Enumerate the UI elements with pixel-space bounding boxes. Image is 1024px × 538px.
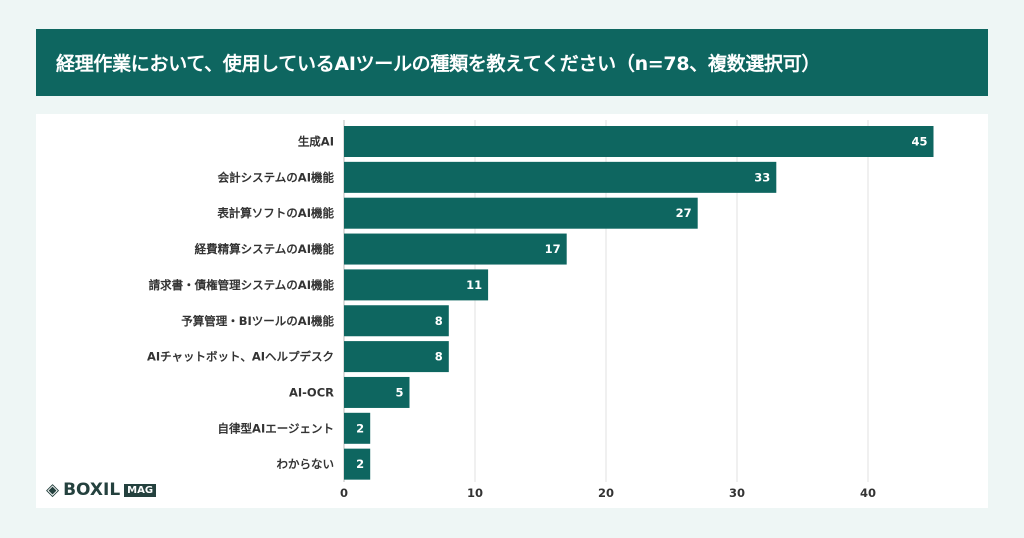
category-label: 予算管理・BIツールのAI機能 <box>181 314 334 328</box>
logo-brand: BOXIL <box>63 480 121 500</box>
logo-sub: MAG <box>124 483 157 497</box>
bar <box>344 448 371 480</box>
category-label: AI-OCR <box>289 385 334 399</box>
value-label: 2 <box>356 421 364 435</box>
bar <box>344 305 449 337</box>
x-tick-label: 40 <box>860 486 876 500</box>
value-label: 45 <box>911 135 927 149</box>
category-label: わからない <box>277 457 335 471</box>
value-label: 8 <box>435 350 443 364</box>
category-label: AIチャットボット、AIヘルプデスク <box>147 350 334 364</box>
bar <box>344 233 567 265</box>
boxil-logo: ◈ BOXIL MAG <box>46 480 157 500</box>
bar <box>344 197 698 229</box>
value-label: 8 <box>435 314 443 328</box>
x-tick-label: 0 <box>340 486 348 500</box>
category-label: 表計算ソフトのAI機能 <box>216 206 334 220</box>
x-tick-label: 10 <box>467 486 483 500</box>
x-tick-label: 20 <box>598 486 614 500</box>
category-label: 自律型AIエージェント <box>218 421 334 435</box>
chart-title: 経理作業において、使用しているAIツールの種類を教えてください（n=78、複数選… <box>36 29 988 96</box>
category-label: 請求書・債権管理システムのAI機能 <box>149 278 335 292</box>
value-label: 33 <box>754 170 770 184</box>
bar <box>344 269 489 301</box>
value-label: 2 <box>356 457 364 471</box>
category-label: 会計システムのAI機能 <box>217 170 335 184</box>
bar <box>344 341 449 373</box>
bar <box>344 376 410 408</box>
value-label: 5 <box>395 385 403 399</box>
bar <box>344 412 371 444</box>
value-label: 11 <box>466 278 482 292</box>
category-label: 生成AI <box>298 135 334 149</box>
value-label: 27 <box>676 206 692 220</box>
bar <box>344 126 934 157</box>
logo-icon: ◈ <box>46 480 60 500</box>
value-label: 17 <box>545 242 561 256</box>
x-tick-label: 30 <box>729 486 745 500</box>
category-label: 経費精算システムのAI機能 <box>195 242 335 256</box>
bar <box>344 161 777 193</box>
